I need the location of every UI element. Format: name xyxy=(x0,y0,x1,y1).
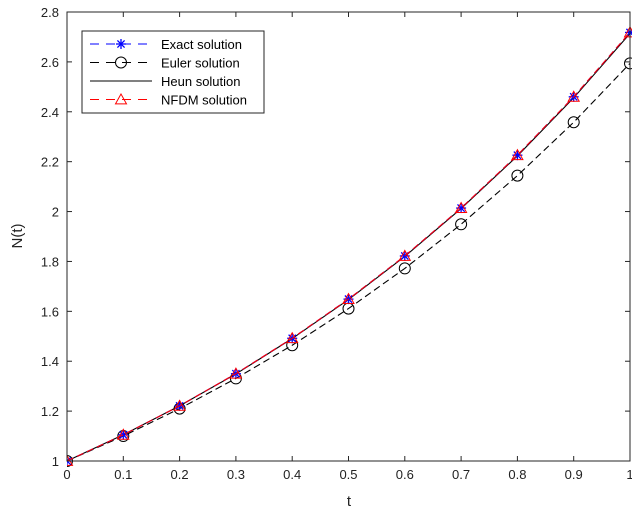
x-tick-label: 0.1 xyxy=(114,467,132,482)
series-point xyxy=(567,90,581,102)
y-tick-label: 1.6 xyxy=(41,304,59,319)
y-tick-label: 1.4 xyxy=(41,354,59,369)
series-point xyxy=(567,116,580,129)
x-tick-label: 0.7 xyxy=(452,467,470,482)
series-point xyxy=(285,331,299,344)
series-point-shape xyxy=(67,454,74,466)
y-tick-label: 2 xyxy=(52,205,59,220)
legend-marker xyxy=(116,39,126,49)
series-point-stroke xyxy=(119,430,128,439)
series-point xyxy=(229,367,243,379)
y-tick-label: 2.2 xyxy=(41,155,59,170)
series-point-stroke xyxy=(67,460,72,466)
y-axis-label: N(t) xyxy=(9,224,26,249)
series-point xyxy=(398,262,411,275)
series-point-shape xyxy=(229,367,243,379)
series-point-shape xyxy=(342,292,355,305)
series-point-shape xyxy=(454,201,468,213)
x-tick-label: 0.2 xyxy=(171,467,189,482)
y-tick-label: 2.4 xyxy=(41,105,59,120)
series-point-shape xyxy=(398,249,412,261)
x-axis-label: t xyxy=(347,493,352,510)
series-line xyxy=(67,63,631,462)
legend-label: NFDM solution xyxy=(161,93,247,108)
x-tick-label: 0 xyxy=(63,467,70,482)
series-point xyxy=(342,292,355,305)
legend: Exact solution Euler solution Heun solutio… xyxy=(81,30,265,114)
axes-layer: 0 0.1 0.2 0.3 0.4 0.5 0.6 0.7 0.8 0.9 1 1 1.2 1.4 1.6 1… xyxy=(41,5,632,482)
x-tick-label: 0.9 xyxy=(565,467,583,482)
legend-label: Exact solution xyxy=(161,37,242,52)
series-point-shape xyxy=(285,331,299,344)
y-tick-label: 1.2 xyxy=(41,404,59,419)
x-tick-label: 0.8 xyxy=(508,467,526,482)
data-layer xyxy=(67,25,632,467)
series-point-shape xyxy=(567,90,581,102)
series-point-stroke xyxy=(67,456,72,462)
series-point xyxy=(454,201,468,213)
legend-entry: Euler solution xyxy=(90,56,240,71)
series-point-shape xyxy=(398,262,411,275)
x-tick-label: 0.4 xyxy=(283,467,301,482)
legend-marker-shape xyxy=(114,92,128,105)
legend-marker-shape xyxy=(115,56,127,69)
series-point-shape xyxy=(567,116,580,129)
y-tick-label: 2.8 xyxy=(41,5,59,20)
legend-marker-stroke xyxy=(116,39,126,49)
y-tick-label: 1.8 xyxy=(41,254,59,269)
x-tick-label: 0.3 xyxy=(227,467,245,482)
series-point xyxy=(511,148,524,161)
y-tick-label: 1 xyxy=(52,454,59,469)
series-point xyxy=(116,428,130,440)
legend-marker xyxy=(114,92,128,105)
series-point xyxy=(67,454,74,466)
series-line xyxy=(67,32,631,462)
legend-entry: Exact solution xyxy=(90,37,242,52)
series-point xyxy=(398,249,412,261)
series-point-shape xyxy=(116,428,130,440)
legend-marker xyxy=(115,56,127,69)
legend-entry: NFDM solution xyxy=(90,93,247,108)
series-point xyxy=(173,399,186,411)
series-point xyxy=(455,218,468,231)
legend-label: Heun solution xyxy=(161,74,241,89)
series-point-shape xyxy=(455,218,468,231)
series-point-shape xyxy=(511,148,524,161)
series-point xyxy=(511,169,524,182)
x-tick-label: 0.5 xyxy=(339,467,357,482)
series-point-shape xyxy=(173,399,186,411)
legend-entry: Heun solution xyxy=(90,74,241,89)
legend-label: Euler solution xyxy=(161,56,240,71)
x-tick-label: 1 xyxy=(626,467,632,482)
x-tick-label: 0.6 xyxy=(396,467,414,482)
series-point-shape xyxy=(511,169,524,182)
y-tick-label: 2.6 xyxy=(41,55,59,70)
